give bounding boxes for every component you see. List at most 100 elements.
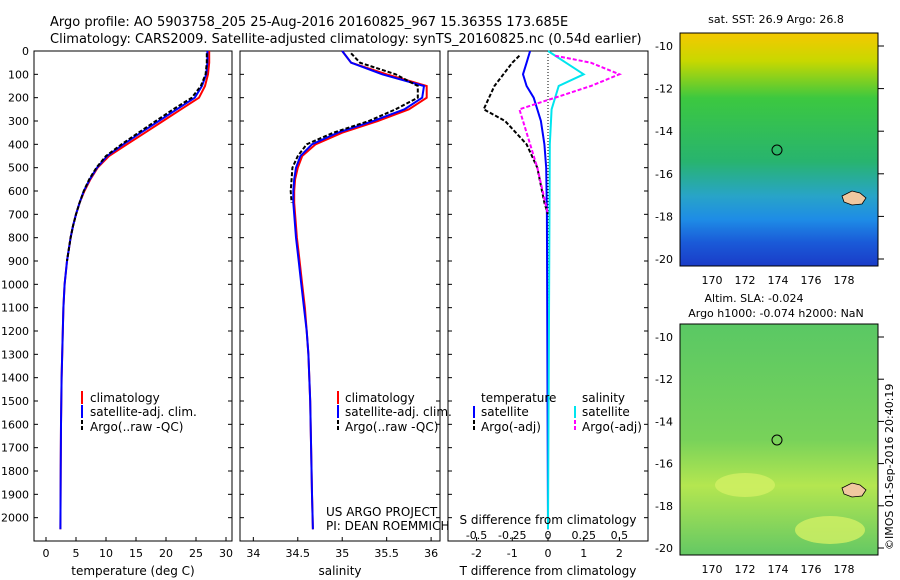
depth-tick-label: 1900 <box>1 488 29 501</box>
island-fiji <box>841 482 867 498</box>
series-line-satellite-adj-clim- <box>59 51 209 530</box>
x-tick-label: 30 <box>219 547 233 560</box>
difference-top-xlabel: S difference from climatology <box>460 513 637 527</box>
depth-tick-label: 800 <box>8 232 29 245</box>
x-axis-ticks: 0 5 10 15 20 25 30 34 34.5 35 35.5 36 -2 -1 0 1 2 -0.5 -0.… <box>43 51 629 560</box>
depth-tick-label: 1400 <box>1 372 29 385</box>
series-line-climatology <box>59 51 211 530</box>
temperature-xlabel: temperature (deg C) <box>71 564 194 578</box>
legend-s-argo-label: Argo(-adj) <box>582 420 642 434</box>
temperature-plot-frame <box>33 50 233 542</box>
depth-axis: 0 100 200 300 400 500 600 700 800 900 1000 1100 1200… <box>1 45 648 525</box>
depth-tick-label: 600 <box>8 185 29 198</box>
x-tick-label: 0.25 <box>571 529 596 542</box>
depth-tick-label: 1300 <box>1 348 29 361</box>
map-lon-label: 176 <box>801 274 822 287</box>
map-lat-label: -10 <box>655 40 673 53</box>
x-tick-label: 2 <box>616 547 623 560</box>
salinity-xlabel: salinity <box>318 564 361 578</box>
depth-tick-label: 200 <box>8 92 29 105</box>
project-note: US ARGO PROJECT <box>326 505 438 519</box>
sst-map-axes: -10 -12 -14 -16 -18 -20 170 172 174 176 178 <box>655 40 884 287</box>
legend-argo-label: Argo(..raw -QC) <box>90 420 183 434</box>
legend-argo-label: Argo(..raw -QC) <box>345 420 438 434</box>
salinity-plot-frame <box>239 50 441 542</box>
depth-tick-label: 1000 <box>1 278 29 291</box>
depth-tick-label: 300 <box>8 115 29 128</box>
credit-text: ©IMOS 01-Sep-2016 20:40:19 <box>883 384 896 550</box>
argo-location-marker <box>771 144 783 156</box>
x-tick-label: 34 <box>246 547 260 560</box>
series-line-satellite <box>521 50 549 530</box>
series-line-salinity-satellite <box>547 50 586 530</box>
legend-temperature-title: temperature <box>481 391 556 405</box>
difference-legend: temperature salinity satellite Argo(-adj… <box>473 391 642 434</box>
sla-map-axes: -10 -12 -14 -16 -18 -20 170 172 174 176 178 <box>655 331 884 576</box>
sla-anomaly-patch <box>795 516 865 544</box>
x-tick-label: -1 <box>507 547 518 560</box>
difference-xlabel: T difference from climatology <box>459 564 637 578</box>
sla-map-title-2: Argo h1000: -0.074 h2000: NaN <box>688 307 864 320</box>
map-lon-label: 174 <box>768 274 789 287</box>
depth-tick-label: 0 <box>22 45 29 58</box>
map-lat-label: -20 <box>655 253 673 266</box>
map-lon-label: 170 <box>702 563 723 576</box>
legend-satellite-label: satellite-adj. clim. <box>90 405 197 419</box>
x-tick-label: 15 <box>129 547 143 560</box>
sla-map-title-1: Altim. SLA: -0.024 <box>704 292 803 305</box>
depth-tick-label: 1500 <box>1 395 29 408</box>
x-tick-label: -0.25 <box>498 529 526 542</box>
depth-tick-label: 700 <box>8 208 29 221</box>
x-tick-label: 10 <box>99 547 113 560</box>
series-line-climatology <box>293 50 428 530</box>
depth-tick-label: 1100 <box>1 302 29 315</box>
map-lon-label: 174 <box>768 563 789 576</box>
x-tick-label: 35 <box>335 547 349 560</box>
x-tick-label: 0 <box>43 547 50 560</box>
map-lat-label: -14 <box>655 415 673 428</box>
series-line-argo-raw-qc- <box>66 53 208 262</box>
legend-t-satellite-label: satellite <box>481 405 529 419</box>
header-line-1: Argo profile: AO 5903758_205 25-Aug-2016… <box>50 15 568 30</box>
sla-map-field <box>679 323 879 556</box>
x-tick-label: 34.5 <box>286 547 311 560</box>
legend-salinity-title: salinity <box>582 391 625 405</box>
depth-tick-label: 900 <box>8 255 29 268</box>
x-tick-label: 36 <box>424 547 438 560</box>
depth-tick-label: 400 <box>8 138 29 151</box>
map-lon-label: 172 <box>735 563 756 576</box>
series-line-satellite-adj-clim- <box>292 50 426 530</box>
depth-tick-label: 2000 <box>1 512 29 525</box>
map-lon-label: 178 <box>834 274 855 287</box>
map-lat-label: -10 <box>655 331 673 344</box>
header-line-2: Climatology: CARS2009. Satellite-adjuste… <box>50 32 642 47</box>
map-lat-label: -18 <box>655 210 673 223</box>
x-tick-label: 0 <box>545 547 552 560</box>
x-tick-label: -0.5 <box>466 529 487 542</box>
series-line-argo-raw-qc- <box>289 52 419 203</box>
salinity-legend: climatology satellite-adj. clim. Argo(..… <box>326 391 452 533</box>
sst-map-field <box>679 32 879 267</box>
depth-tick-label: 1800 <box>1 465 29 478</box>
legend-climatology-label: climatology <box>345 391 415 405</box>
map-lat-label: -14 <box>655 125 673 138</box>
sst-map <box>679 32 879 267</box>
x-tick-label: 20 <box>159 547 173 560</box>
x-tick-label: 0 <box>545 529 552 542</box>
x-tick-label: 0.5 <box>611 529 629 542</box>
map-lat-label: -12 <box>655 83 673 96</box>
depth-tick-label: 1200 <box>1 325 29 338</box>
depth-tick-label: 1700 <box>1 442 29 455</box>
sla-map <box>679 323 879 556</box>
map-lat-label: -20 <box>655 542 673 555</box>
sst-map-title: sat. SST: 26.9 Argo: 26.8 <box>708 13 844 26</box>
x-tick-label: 5 <box>73 547 80 560</box>
map-lat-label: -12 <box>655 373 673 386</box>
profile-lines <box>59 50 623 530</box>
legend-s-satellite-label: satellite <box>582 405 630 419</box>
map-lon-label: 172 <box>735 274 756 287</box>
x-tick-label: -2 <box>471 547 482 560</box>
series-line-argo-adj- <box>482 54 549 215</box>
sla-anomaly-patch <box>715 473 775 497</box>
